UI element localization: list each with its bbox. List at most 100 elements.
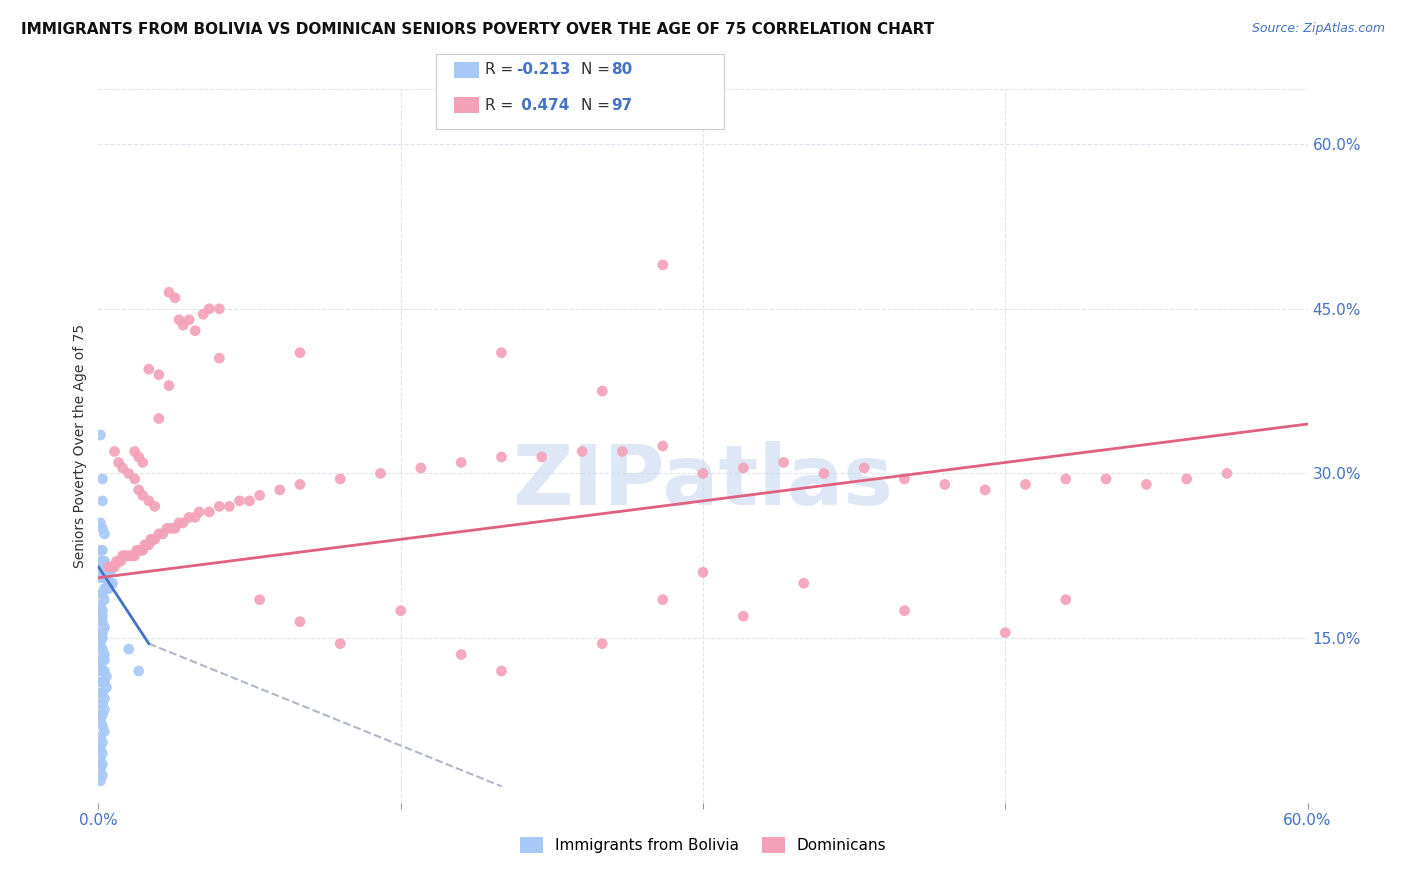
Point (93, 675, 115, 690)
Point (96, 582, 118, 596)
Point (101, 576, 124, 591)
Point (148, 368, 170, 382)
Point (612, 444, 634, 458)
Point (121, 549, 143, 563)
Text: 97: 97 (612, 98, 633, 112)
Point (91, 554, 114, 568)
Point (125, 543, 148, 558)
Point (97, 566, 120, 580)
Point (91, 631, 114, 645)
Point (1054, 592, 1077, 607)
Point (288, 477, 311, 491)
Point (91, 571, 114, 585)
Point (93, 724, 115, 739)
Point (974, 483, 997, 497)
Point (105, 554, 128, 568)
Point (93, 571, 115, 585)
Point (93, 620, 115, 634)
Point (239, 494, 262, 508)
Point (249, 592, 271, 607)
Point (91, 587, 114, 601)
Point (89, 516, 111, 530)
Point (389, 604, 412, 618)
Point (100, 566, 122, 580)
Point (148, 411, 170, 425)
Point (89, 730, 111, 744)
Point (156, 521, 179, 535)
Point (132, 455, 155, 469)
Text: 80: 80 (612, 62, 633, 77)
Point (124, 549, 146, 563)
Point (96, 571, 118, 585)
Text: R =: R = (485, 62, 519, 77)
Point (118, 549, 141, 563)
Point (193, 307, 215, 321)
Point (208, 351, 231, 366)
Point (91, 609, 114, 624)
Point (128, 483, 150, 497)
Point (370, 467, 392, 481)
Point (157, 285, 180, 300)
Point (733, 609, 755, 624)
Point (138, 538, 160, 552)
Point (218, 500, 240, 514)
Point (89, 686, 111, 700)
Point (184, 324, 207, 338)
Point (89, 554, 111, 568)
Point (329, 472, 352, 486)
Point (135, 538, 157, 552)
Point (91, 615, 114, 629)
Point (100, 576, 122, 591)
Point (329, 637, 352, 651)
Point (89, 697, 111, 711)
Point (591, 637, 613, 651)
Point (167, 312, 190, 326)
Point (91, 559, 114, 574)
Point (91, 675, 114, 690)
Point (91, 521, 114, 535)
Point (138, 494, 160, 508)
Point (103, 444, 125, 458)
Point (491, 345, 513, 359)
Point (93, 526, 115, 541)
Point (128, 543, 150, 558)
Point (91, 543, 114, 558)
Point (91, 708, 114, 723)
Point (134, 538, 156, 552)
Point (91, 625, 114, 640)
Point (157, 378, 180, 392)
Point (120, 549, 142, 563)
Point (91, 604, 114, 618)
Point (139, 533, 162, 547)
Point (269, 483, 291, 497)
Point (93, 664, 115, 678)
Point (651, 592, 673, 607)
Point (89, 642, 111, 657)
Point (103, 559, 125, 574)
Point (143, 500, 166, 514)
Point (409, 461, 432, 475)
Point (91, 653, 114, 667)
Point (89, 664, 111, 678)
Point (571, 444, 593, 458)
Point (89, 625, 111, 640)
Point (97, 582, 120, 596)
Point (91, 566, 114, 580)
Point (893, 472, 915, 486)
Point (91, 642, 114, 657)
Point (692, 467, 714, 481)
Text: Source: ZipAtlas.com: Source: ZipAtlas.com (1251, 22, 1385, 36)
Point (167, 516, 190, 530)
Point (1216, 467, 1239, 481)
Point (93, 582, 115, 596)
Point (89, 637, 111, 651)
Point (184, 510, 207, 524)
Point (97, 559, 120, 574)
Legend: Immigrants from Bolivia, Dominicans: Immigrants from Bolivia, Dominicans (513, 831, 893, 859)
Point (530, 450, 553, 464)
Point (89, 675, 111, 690)
Point (124, 472, 146, 486)
Point (89, 653, 111, 667)
Point (198, 301, 221, 316)
Point (93, 592, 115, 607)
